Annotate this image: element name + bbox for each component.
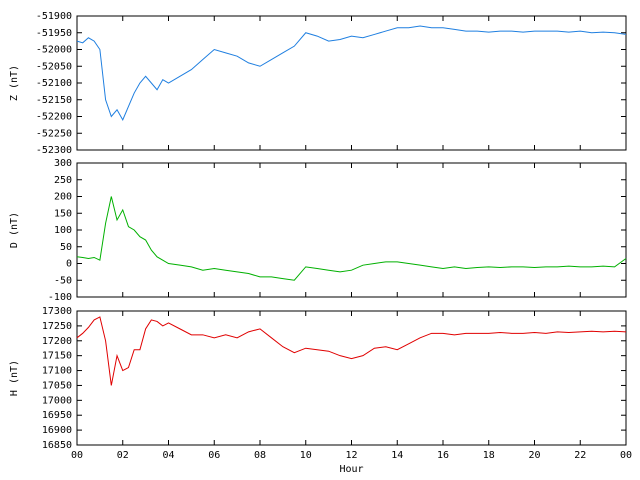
y-tick-label: 17050 — [42, 380, 72, 391]
x-tick-label: 00 — [71, 450, 83, 461]
x-tick-label: 02 — [117, 450, 129, 461]
y-tick-label: -52250 — [36, 128, 72, 139]
y-tick-label: 100 — [54, 225, 72, 236]
y-tick-label: -52300 — [36, 145, 72, 156]
y-tick-label: -52150 — [36, 95, 72, 106]
y-tick-label: 17100 — [42, 366, 72, 377]
plot-frame — [76, 310, 627, 446]
y-tick-label: 17250 — [42, 321, 72, 332]
y-tick-label: 50 — [60, 242, 72, 253]
y-tick-label: 17000 — [42, 395, 72, 406]
x-tick-label: 14 — [391, 450, 403, 461]
x-tick-label: 20 — [528, 450, 540, 461]
y-tick-label: 16900 — [42, 425, 72, 436]
y-tick-label: 150 — [54, 208, 72, 219]
x-tick-label: 22 — [574, 450, 586, 461]
x-tick-label: 12 — [345, 450, 357, 461]
y-tick-label: 16950 — [42, 410, 72, 421]
data-line — [76, 196, 627, 281]
y-axis-label: Z (nT) — [9, 65, 20, 101]
y-tick-label: 17300 — [42, 306, 72, 317]
y-tick-label: -52200 — [36, 112, 72, 123]
y-tick-label: 200 — [54, 192, 72, 203]
data-line — [76, 316, 627, 386]
x-tick-label: 04 — [162, 450, 174, 461]
y-tick-label: -52100 — [36, 78, 72, 89]
plot-frame — [76, 162, 627, 298]
x-tick-label: 06 — [208, 450, 220, 461]
y-axis-label: H (nT) — [9, 360, 20, 396]
x-tick-label: 08 — [254, 450, 266, 461]
y-tick-label: 300 — [54, 158, 72, 169]
y-tick-label: 0 — [66, 259, 72, 270]
y-tick-label: 17200 — [42, 336, 72, 347]
y-tick-label: -51900 — [36, 11, 72, 22]
y-tick-label: 250 — [54, 175, 72, 186]
x-tick-label: 00 — [620, 450, 632, 461]
x-axis-label: Hour — [339, 464, 363, 475]
data-line — [76, 25, 627, 121]
y-tick-label: 16850 — [42, 440, 72, 451]
y-axis-label: D (nT) — [9, 212, 20, 248]
y-tick-label: -50 — [54, 275, 72, 286]
y-tick-label: -52050 — [36, 61, 72, 72]
x-tick-label: 16 — [437, 450, 449, 461]
y-tick-label: 17150 — [42, 351, 72, 362]
y-tick-label: -52000 — [36, 45, 72, 56]
x-tick-label: 10 — [300, 450, 312, 461]
y-tick-label: -51950 — [36, 28, 72, 39]
x-tick-label: 18 — [483, 450, 495, 461]
y-tick-label: -100 — [48, 292, 72, 303]
